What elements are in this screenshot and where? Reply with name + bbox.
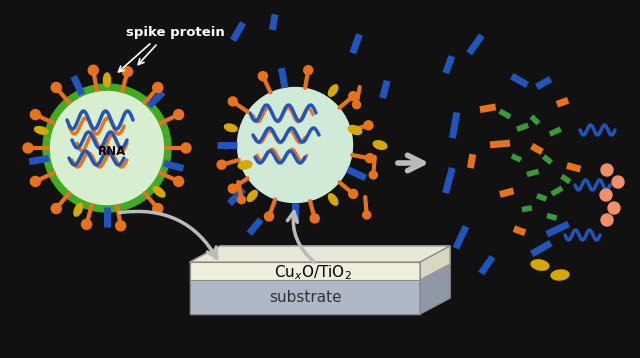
Circle shape: [173, 110, 184, 120]
Circle shape: [365, 154, 374, 163]
Circle shape: [31, 176, 40, 187]
Circle shape: [51, 203, 61, 213]
Ellipse shape: [551, 270, 569, 280]
Circle shape: [353, 101, 360, 109]
Ellipse shape: [247, 190, 257, 202]
Text: RNA: RNA: [98, 145, 126, 158]
Circle shape: [612, 176, 624, 188]
Ellipse shape: [348, 126, 362, 135]
Ellipse shape: [531, 260, 549, 270]
Text: Cu$_x$O/TiO$_2$: Cu$_x$O/TiO$_2$: [274, 263, 352, 282]
Circle shape: [608, 202, 620, 214]
Ellipse shape: [237, 87, 353, 203]
Ellipse shape: [35, 127, 48, 134]
Polygon shape: [420, 264, 450, 314]
Circle shape: [153, 203, 163, 213]
Circle shape: [237, 196, 246, 204]
Circle shape: [601, 214, 613, 226]
FancyArrowPatch shape: [120, 211, 217, 258]
Circle shape: [369, 171, 377, 179]
Text: substrate: substrate: [269, 290, 341, 305]
Circle shape: [363, 211, 371, 219]
Circle shape: [51, 82, 61, 92]
Circle shape: [310, 214, 319, 223]
Polygon shape: [190, 280, 420, 314]
Circle shape: [31, 110, 40, 120]
Circle shape: [153, 82, 163, 92]
Circle shape: [116, 221, 125, 231]
Text: spike protein: spike protein: [125, 25, 225, 39]
Polygon shape: [190, 246, 450, 262]
Ellipse shape: [51, 92, 163, 204]
Circle shape: [304, 66, 313, 75]
Circle shape: [364, 121, 373, 130]
Ellipse shape: [43, 84, 171, 212]
Circle shape: [81, 219, 92, 229]
Circle shape: [264, 212, 273, 221]
Circle shape: [259, 72, 268, 81]
Circle shape: [88, 65, 99, 75]
Circle shape: [601, 164, 613, 176]
Ellipse shape: [328, 85, 338, 96]
Circle shape: [600, 189, 612, 201]
Polygon shape: [190, 262, 420, 280]
Circle shape: [349, 92, 358, 101]
Ellipse shape: [238, 161, 252, 169]
Circle shape: [23, 143, 33, 153]
Ellipse shape: [328, 194, 338, 205]
Polygon shape: [420, 246, 450, 280]
Ellipse shape: [104, 73, 111, 87]
Circle shape: [122, 67, 132, 77]
Ellipse shape: [225, 124, 237, 131]
FancyArrowPatch shape: [287, 212, 314, 262]
Ellipse shape: [74, 203, 83, 216]
Circle shape: [181, 143, 191, 153]
Circle shape: [228, 184, 237, 193]
Circle shape: [228, 97, 237, 106]
Circle shape: [217, 160, 226, 169]
Circle shape: [173, 176, 184, 187]
Ellipse shape: [153, 187, 165, 197]
Circle shape: [349, 189, 358, 198]
Ellipse shape: [373, 141, 387, 149]
